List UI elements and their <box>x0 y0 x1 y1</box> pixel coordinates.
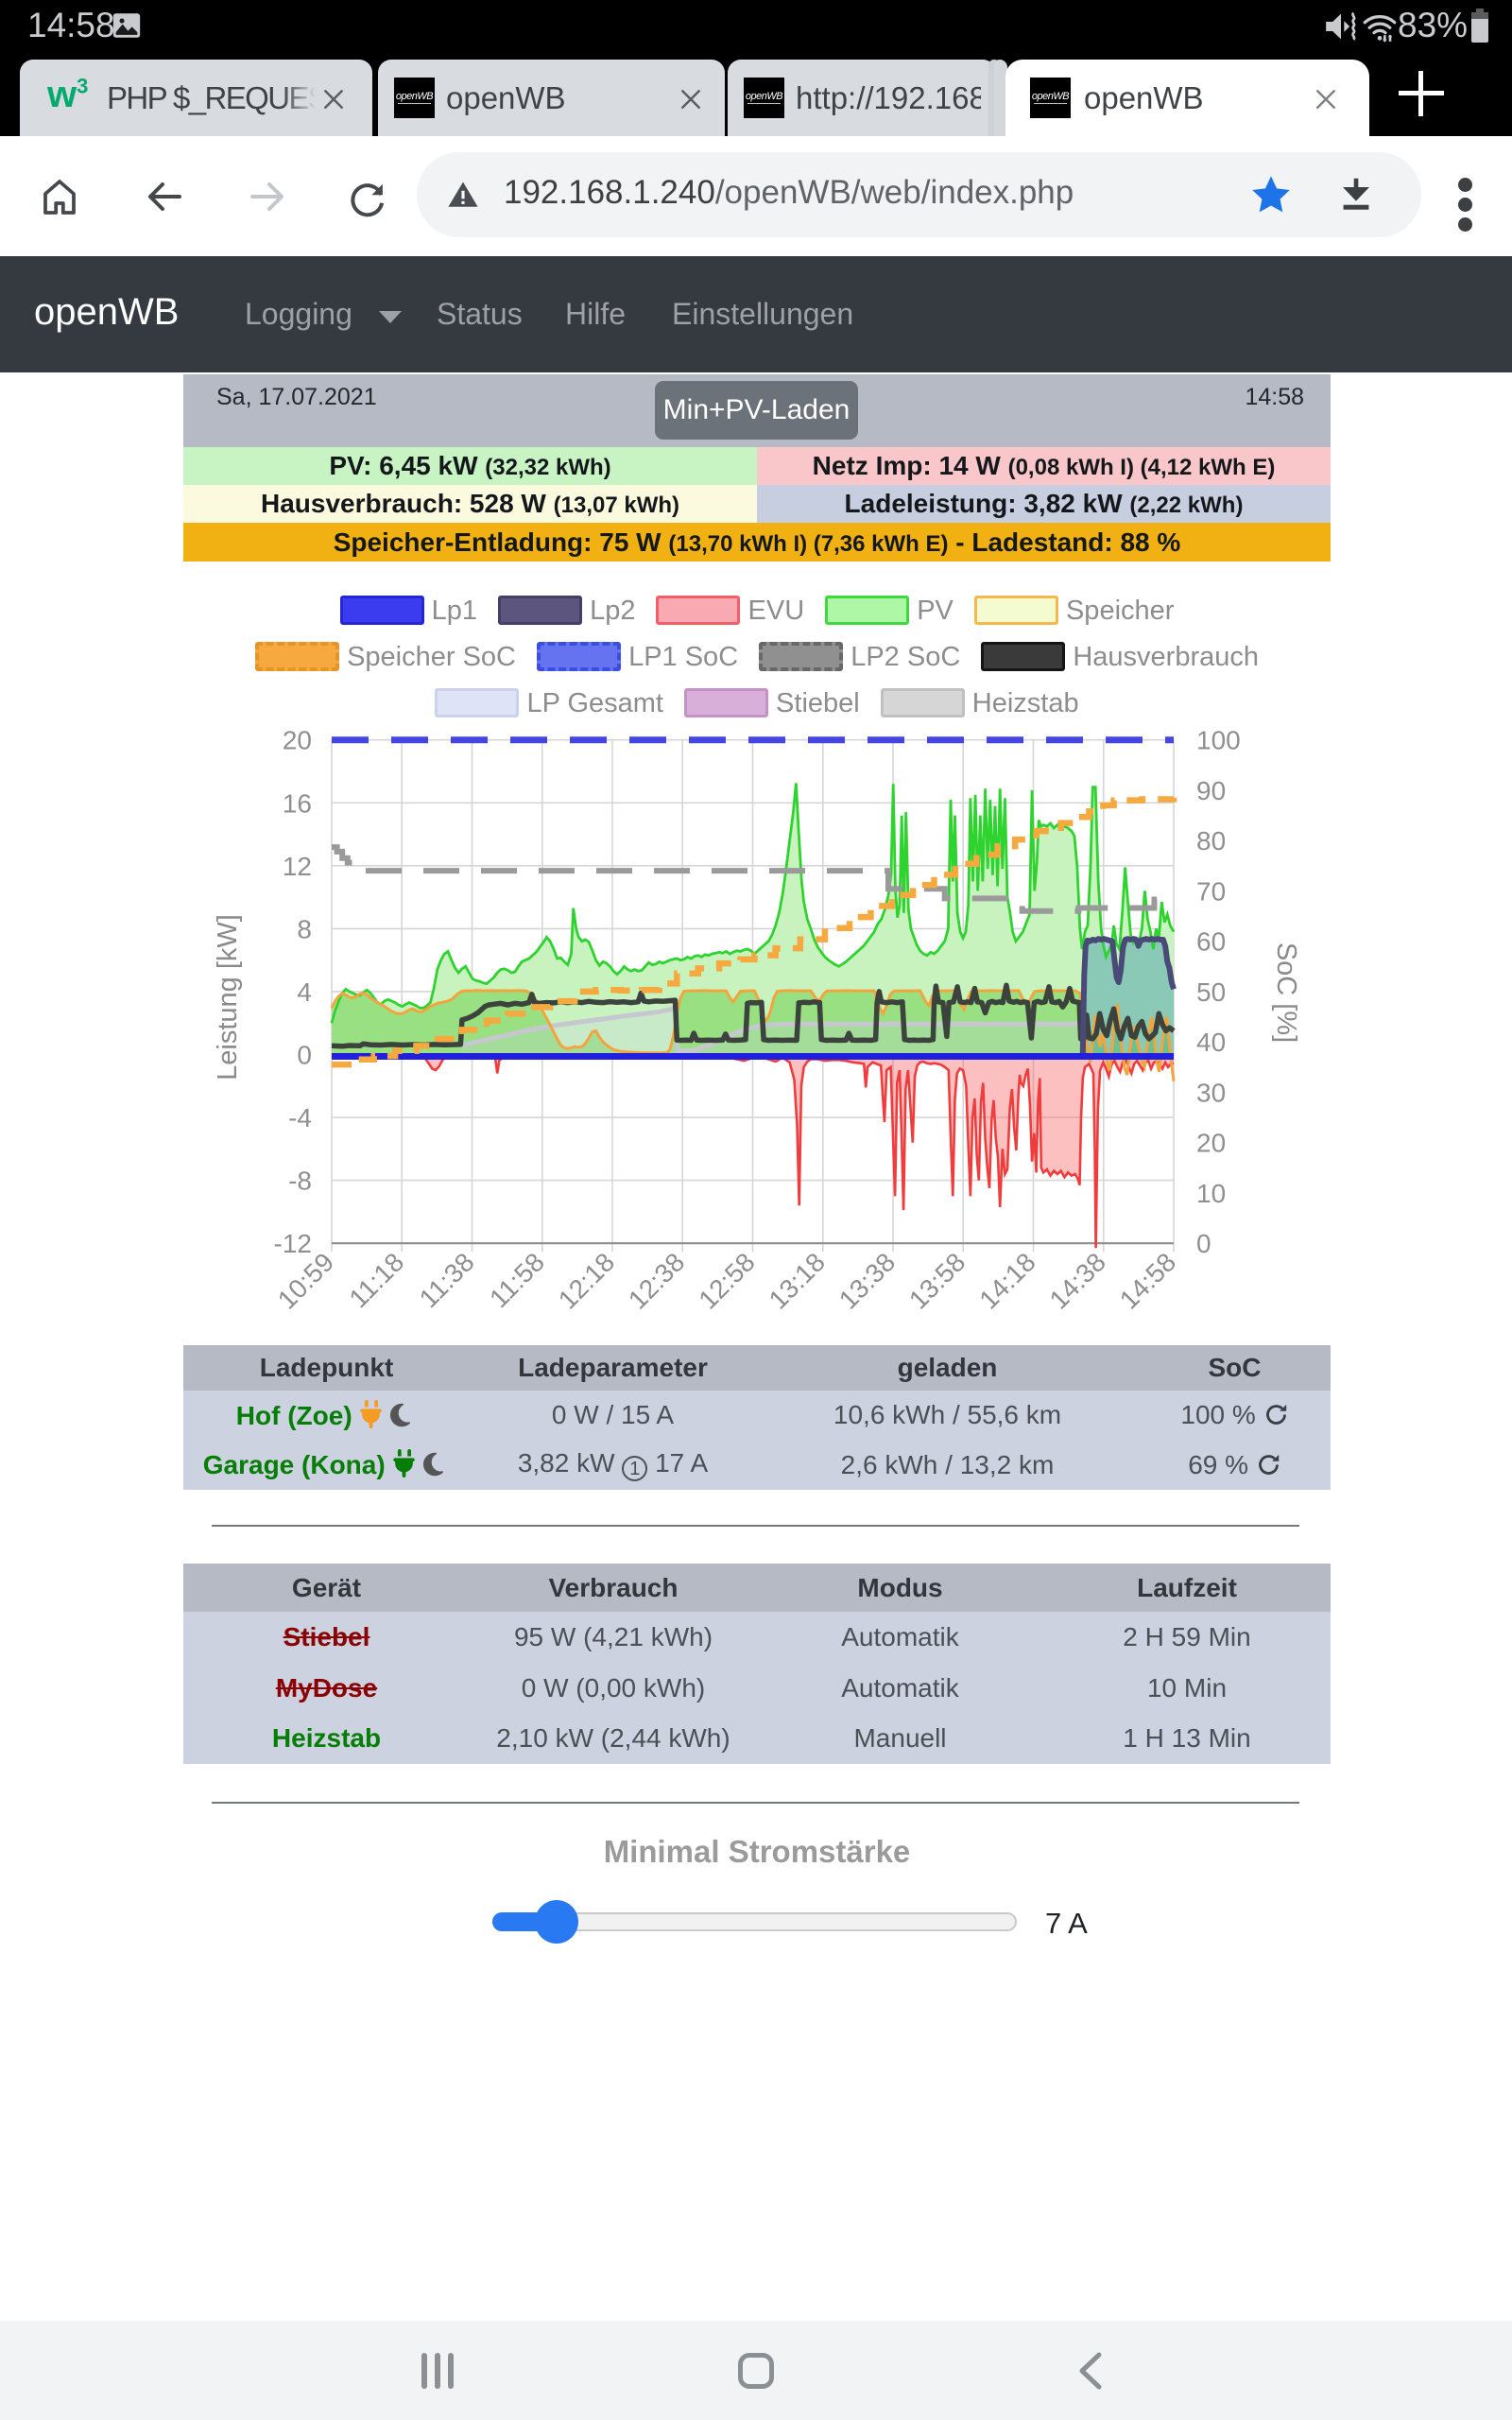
svg-text:14:58: 14:58 <box>1114 1247 1181 1314</box>
svg-text:12:18: 12:18 <box>553 1247 620 1314</box>
svg-text:50: 50 <box>1196 977 1226 1007</box>
svg-text:10: 10 <box>1196 1179 1226 1208</box>
svg-text:16: 16 <box>283 788 312 818</box>
svg-text:11:38: 11:38 <box>414 1247 480 1313</box>
svg-text:13:18: 13:18 <box>764 1247 831 1314</box>
svg-text:40: 40 <box>1196 1028 1226 1057</box>
svg-text:60: 60 <box>1196 927 1226 957</box>
svg-text:30: 30 <box>1196 1078 1226 1107</box>
svg-text:0: 0 <box>297 1041 312 1070</box>
svg-text:-8: -8 <box>288 1167 312 1196</box>
svg-text:13:58: 13:58 <box>903 1247 971 1314</box>
svg-text:11:58: 11:58 <box>484 1247 550 1313</box>
svg-text:-12: -12 <box>274 1229 312 1258</box>
svg-text:14:38: 14:38 <box>1044 1247 1111 1314</box>
svg-text:-4: -4 <box>288 1103 312 1132</box>
svg-text:80: 80 <box>1196 826 1226 856</box>
svg-text:4: 4 <box>297 977 312 1007</box>
svg-text:14:18: 14:18 <box>973 1247 1040 1314</box>
svg-text:90: 90 <box>1196 776 1226 805</box>
svg-text:20: 20 <box>283 726 312 755</box>
svg-text:20: 20 <box>1196 1129 1226 1158</box>
svg-text:8: 8 <box>297 914 312 943</box>
svg-text:100: 100 <box>1196 726 1241 755</box>
svg-text:0: 0 <box>1196 1229 1211 1258</box>
svg-text:12: 12 <box>283 852 312 881</box>
svg-text:12:38: 12:38 <box>623 1247 690 1314</box>
svg-text:SoC [%]: SoC [%] <box>1271 942 1301 1043</box>
svg-text:13:38: 13:38 <box>833 1247 901 1314</box>
svg-text:12:58: 12:58 <box>693 1247 760 1314</box>
svg-text:11:18: 11:18 <box>343 1247 409 1313</box>
svg-text:Leistung [kW]: Leistung [kW] <box>213 914 243 1080</box>
svg-text:70: 70 <box>1196 876 1226 906</box>
